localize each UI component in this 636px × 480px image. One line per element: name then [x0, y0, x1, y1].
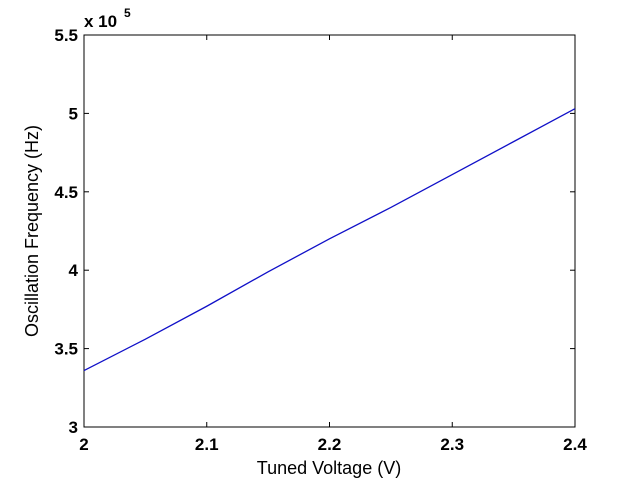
x-tick-label: 2.2 — [318, 435, 342, 454]
y-tick-label: 4.5 — [54, 183, 78, 202]
tick-labels: 2 2.1 2.2 2.3 2.4 3 3.5 4 4.5 5 5.5 — [54, 26, 587, 454]
x-tick-label: 2.4 — [563, 435, 587, 454]
y-tick-label: 3.5 — [54, 340, 78, 359]
y-tick-label: 4 — [69, 261, 79, 280]
y-tick-label: 5 — [69, 104, 78, 123]
y-exponent-power: 5 — [124, 6, 131, 20]
plot-area — [83, 34, 576, 428]
axis-ticks — [83, 34, 576, 428]
series-line — [83, 108, 576, 372]
y-exponent-base: x 10 — [84, 12, 117, 31]
y-tick-label: 5.5 — [54, 26, 78, 45]
x-tick-label: 2.1 — [195, 435, 219, 454]
series-layer — [83, 108, 576, 372]
x-tick-label: 2 — [79, 435, 88, 454]
y-tick-label: 3 — [69, 418, 78, 437]
x-tick-label: 2.3 — [440, 435, 464, 454]
x-axis-label: Tuned Voltage (V) — [257, 458, 401, 478]
y-axis-label: Oscillation Frequency (Hz) — [22, 125, 42, 337]
